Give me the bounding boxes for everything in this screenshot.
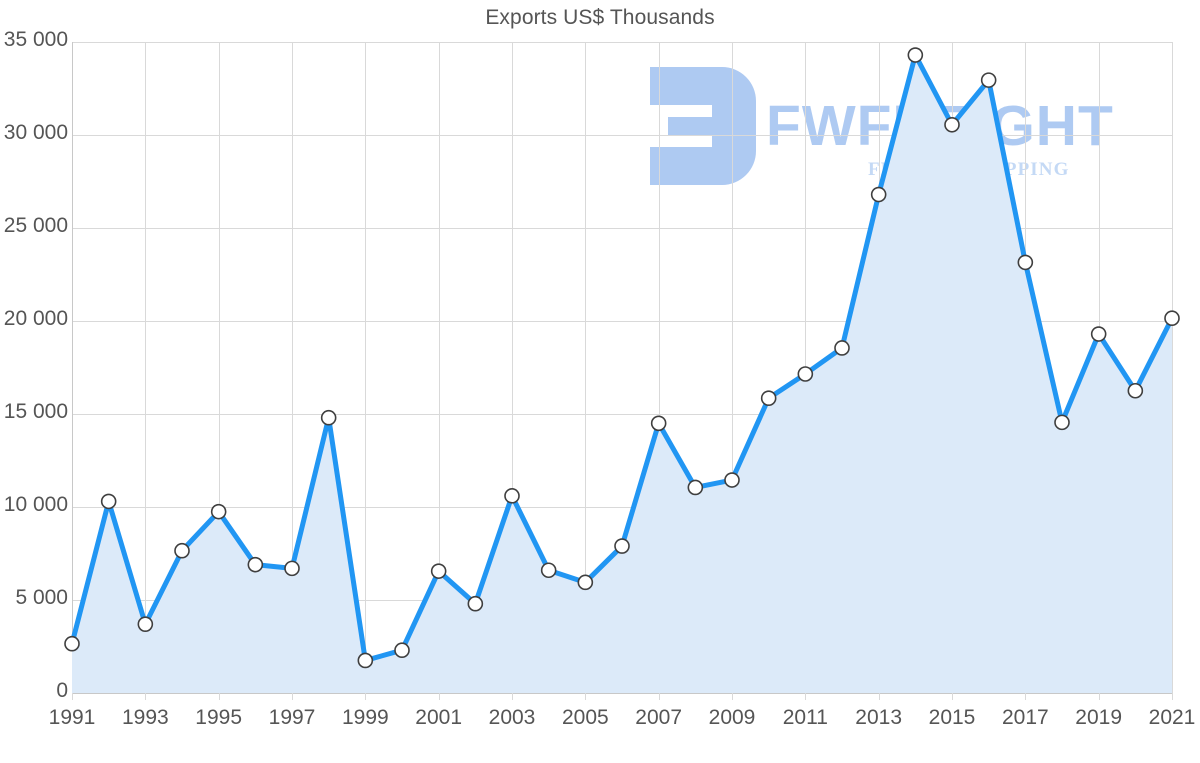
data-point-marker[interactable] [760, 390, 777, 406]
data-point-marker[interactable] [1164, 310, 1180, 327]
series-area [72, 55, 1172, 693]
x-axis-tick-label: 2019 [1075, 706, 1123, 729]
x-axis-tick-label: 2017 [1001, 706, 1049, 729]
data-point-marker[interactable] [1090, 326, 1107, 342]
x-axis-tick-label: 2009 [708, 706, 756, 729]
x-axis-tick-label: 1999 [341, 706, 389, 729]
data-point-marker[interactable] [724, 472, 740, 488]
x-axis-tick-label: 1993 [121, 706, 169, 729]
y-axis-tick-label: 5 000 [15, 586, 68, 609]
data-point-marker[interactable] [467, 595, 484, 612]
data-point-marker[interactable] [980, 72, 997, 88]
area-fill [72, 55, 1172, 693]
x-axis-tick-label: 2005 [561, 706, 609, 729]
data-point-marker[interactable] [1127, 382, 1144, 399]
y-axis-tick-label: 25 000 [3, 214, 68, 237]
data-point-marker[interactable] [100, 493, 117, 510]
data-point-marker[interactable] [907, 47, 924, 63]
y-axis-tick-label: 30 000 [3, 121, 68, 144]
data-point-marker[interactable] [650, 415, 667, 432]
x-axis-tick-label: 2001 [415, 706, 463, 729]
data-point-marker[interactable] [944, 116, 960, 133]
x-axis-tick-label: 2015 [928, 706, 976, 729]
y-axis-tick-label: 10 000 [3, 493, 68, 516]
x-axis-tick-label: 2003 [488, 706, 536, 729]
chart-title: Exports US$ Thousands [485, 6, 715, 29]
data-point-marker[interactable] [430, 563, 447, 579]
x-axis-tick-label: 2011 [782, 706, 828, 729]
x-axis-tick-label: 2021 [1148, 706, 1196, 729]
y-axis-tick-label: 20 000 [3, 307, 68, 330]
data-point-marker[interactable] [357, 652, 374, 669]
data-point-marker[interactable] [870, 186, 887, 203]
data-point-marker[interactable] [394, 642, 410, 659]
x-axis-tick-label: 2007 [635, 706, 683, 729]
series-markers [64, 47, 1180, 669]
data-point-marker[interactable] [614, 538, 630, 554]
data-point-marker[interactable] [1017, 254, 1034, 271]
x-axis-tick-label: 2013 [855, 706, 903, 729]
y-axis-tick-label: 0 [56, 679, 68, 702]
data-point-marker[interactable] [1054, 414, 1070, 431]
data-point-marker[interactable] [247, 556, 264, 573]
data-point-marker[interactable] [137, 616, 154, 632]
data-point-marker[interactable] [797, 366, 814, 382]
data-point-marker[interactable] [64, 635, 80, 652]
data-point-marker[interactable] [577, 574, 594, 591]
data-point-marker[interactable] [210, 503, 227, 520]
x-axis-tick-label: 1995 [195, 706, 243, 729]
y-axis-ticks: 0 5 000 10 000 15 000 20 000 25 000 30 000 35 0… [0, 0, 68, 763]
data-point-marker[interactable] [284, 560, 300, 577]
data-point-marker[interactable] [834, 340, 850, 356]
data-point-marker[interactable] [540, 562, 557, 579]
data-point-marker[interactable] [174, 542, 190, 559]
y-axis-tick-label: 35 000 [3, 28, 68, 51]
x-axis-tick-label: 1991 [48, 706, 96, 729]
data-point-marker[interactable] [320, 409, 337, 426]
x-axis-tick-label: 1997 [268, 706, 316, 729]
data-point-marker[interactable] [687, 479, 704, 496]
y-axis-tick-label: 15 000 [3, 400, 68, 423]
data-point-marker[interactable] [504, 488, 520, 504]
